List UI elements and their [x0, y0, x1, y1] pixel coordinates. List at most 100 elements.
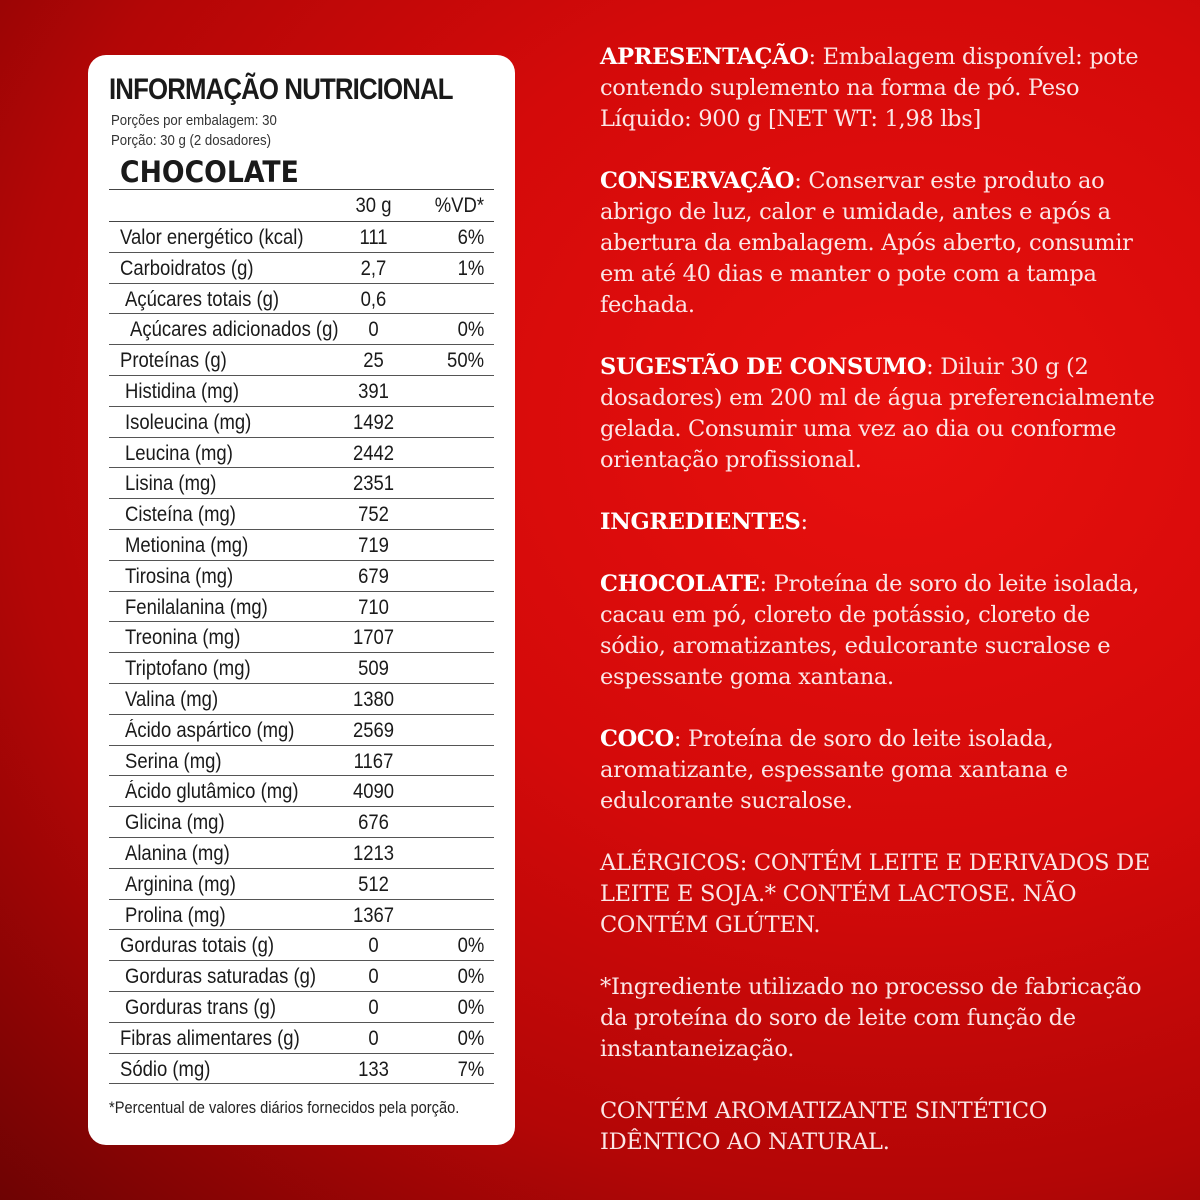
info-paragraph: INGREDIENTES: — [600, 507, 1160, 538]
vd-header: %VD* — [434, 194, 484, 217]
nutrient-name: Leucina (mg) — [125, 441, 233, 465]
info-heading: CHOCOLATE — [600, 571, 760, 597]
nutrient-amount: 0 — [368, 965, 379, 989]
nutrition-facts-card: INFORMAÇÃO NUTRICIONAL Porções por embal… — [88, 55, 515, 1145]
nutrient-amount: 2442 — [352, 441, 395, 465]
nutrient-vd: 6% — [457, 226, 484, 249]
info-text: *Ingrediente utilizado no processo de fa… — [600, 974, 1142, 1062]
nutrient-amount: 391 — [358, 379, 389, 403]
nutrient-vd: 0% — [457, 965, 484, 989]
nutrient-amount: 111 — [359, 226, 388, 249]
nutrient-name: Açúcares totais (g) — [125, 287, 280, 311]
table-row: Gorduras totais (g) 0 0% — [109, 930, 494, 962]
nutrient-amount: 1367 — [352, 903, 395, 927]
nutrient-name: Serina (mg) — [125, 749, 222, 773]
nutrient-amount: 25 — [363, 349, 384, 373]
nutrient-vd: 50% — [447, 349, 484, 373]
table-row: Fenilalanina (mg) 710 — [109, 592, 494, 623]
nutrient-vd: 0% — [457, 995, 484, 1019]
nutrient-name: Ácido glutâmico (mg) — [125, 780, 299, 804]
info-paragraph: SUGESTÃO DE CONSUMO: Diluir 30 g (2 dosa… — [600, 352, 1160, 476]
nutrient-name: Histidina (mg) — [125, 379, 239, 403]
nutrient-amount: 512 — [358, 872, 389, 896]
table-row: Histidina (mg) 391 — [109, 376, 494, 407]
table-row: Açúcares adicionados (g) 0 0% — [109, 314, 494, 346]
nutrient-amount: 1380 — [352, 687, 395, 711]
table-header: 30 g %VD* — [109, 189, 494, 222]
info-text: : Embalagem disponível: pote contendo su… — [600, 44, 1139, 132]
nutrient-amount: 133 — [358, 1057, 389, 1081]
nutrient-vd: 0% — [457, 1026, 484, 1050]
nutrient-name: Açúcares adicionados (g) — [130, 318, 339, 342]
nutrient-amount: 1167 — [353, 749, 394, 773]
table-row: Cisteína (mg) 752 — [109, 499, 494, 530]
nutrient-name: Gorduras totais (g) — [120, 934, 275, 958]
table-row: Isoleucina (mg) 1492 — [109, 407, 494, 438]
nutrient-amount: 1707 — [352, 626, 395, 650]
info-heading: APRESENTAÇÃO — [600, 44, 809, 70]
nutrient-vd: 7% — [457, 1057, 484, 1081]
nutrient-name: Isoleucina (mg) — [125, 410, 252, 434]
nutrient-vd: 0% — [457, 318, 484, 342]
info-heading: CONSERVAÇÃO — [600, 168, 795, 194]
nutrient-amount: 0 — [368, 934, 379, 958]
table-row: Fibras alimentares (g) 0 0% — [109, 1023, 494, 1054]
nutrient-name: Treonina (mg) — [125, 626, 241, 650]
nutrient-name: Alanina (mg) — [125, 841, 230, 865]
info-text: ALÉRGICOS: CONTÉM LEITE E DERIVADOS DE L… — [600, 850, 1150, 938]
portion-size: Porção: 30 g (2 dosadores) — [111, 132, 271, 149]
nutrient-amount: 1492 — [352, 410, 395, 434]
info-paragraph: *Ingrediente utilizado no processo de fa… — [600, 972, 1160, 1065]
nutrient-name: Arginina (mg) — [125, 872, 236, 896]
nutrient-name: Glicina (mg) — [125, 811, 225, 835]
nutrient-name: Cisteína (mg) — [125, 503, 236, 527]
info-heading: INGREDIENTES — [600, 509, 801, 535]
nutrient-name: Valor energético (kcal) — [120, 226, 304, 249]
nutrient-amount: 679 — [358, 564, 389, 588]
table-row: Metionina (mg) 719 — [109, 530, 494, 561]
nutrient-name: Tirosina (mg) — [125, 564, 234, 588]
nutrient-amount: 752 — [358, 503, 389, 527]
info-heading: SUGESTÃO DE CONSUMO — [600, 354, 927, 380]
nutrient-name: Prolina (mg) — [125, 903, 226, 927]
info-text: : Proteína de soro do leite isolada, cac… — [600, 571, 1140, 690]
table-row: Valina (mg) 1380 — [109, 684, 494, 715]
nutrient-name: Gorduras saturadas (g) — [125, 965, 317, 989]
info-paragraph: CHOCOLATE: Proteína de soro do leite iso… — [600, 569, 1160, 693]
nutrient-amount: 710 — [358, 595, 389, 619]
table-row: Ácido glutâmico (mg) 4090 — [109, 776, 494, 808]
table-row: Ácido aspártico (mg) 2569 — [109, 715, 494, 746]
nutrient-name: Gorduras trans (g) — [125, 995, 276, 1019]
nutrient-name: Lisina (mg) — [125, 472, 217, 496]
info-text: : — [800, 509, 808, 535]
nutrient-name: Proteínas (g) — [120, 349, 227, 373]
amount-header: 30 g — [355, 194, 392, 217]
nutrient-amount: 2,7 — [360, 256, 387, 280]
product-info: APRESENTAÇÃO: Embalagem disponível: pote… — [600, 42, 1160, 1189]
table-row: Treonina (mg) 1707 — [109, 622, 494, 654]
table-row: Proteínas (g) 25 50% — [109, 345, 494, 376]
nutrient-amount: 0,6 — [360, 287, 387, 311]
info-text: : Proteína de soro do leite isolada, aro… — [600, 726, 1068, 814]
table-row: Arginina (mg) 512 — [109, 869, 494, 900]
nutrient-amount: 2569 — [352, 718, 395, 742]
table-row: Serina (mg) 1167 — [109, 746, 494, 777]
info-paragraph: CONSERVAÇÃO: Conservar este produto ao a… — [600, 166, 1160, 321]
nutrient-name: Fenilalanina (mg) — [125, 595, 268, 619]
nutrient-amount: 509 — [358, 657, 389, 681]
nutrient-name: Triptofano (mg) — [125, 657, 251, 681]
nutrient-amount: 2351 — [352, 472, 395, 496]
info-paragraph: ALÉRGICOS: CONTÉM LEITE E DERIVADOS DE L… — [600, 848, 1160, 941]
info-text: : Diluir 30 g (2 dosadores) em 200 ml de… — [600, 354, 1155, 473]
nutrient-amount: 1213 — [352, 841, 395, 865]
flavor-title: CHOCOLATE — [120, 155, 299, 189]
table-row: Carboidratos (g) 2,7 1% — [109, 253, 494, 284]
nutrient-name: Sódio (mg) — [120, 1057, 211, 1081]
info-paragraph: APRESENTAÇÃO: Embalagem disponível: pote… — [600, 42, 1160, 135]
table-row: Glicina (mg) 676 — [109, 807, 494, 838]
nutrient-name: Metionina (mg) — [125, 533, 249, 557]
nutrient-amount: 0 — [368, 995, 379, 1019]
nutrient-name: Fibras alimentares (g) — [120, 1026, 300, 1050]
footnote: *Percentual de valores diários fornecido… — [109, 1098, 460, 1117]
nutrient-vd: 1% — [457, 256, 484, 280]
